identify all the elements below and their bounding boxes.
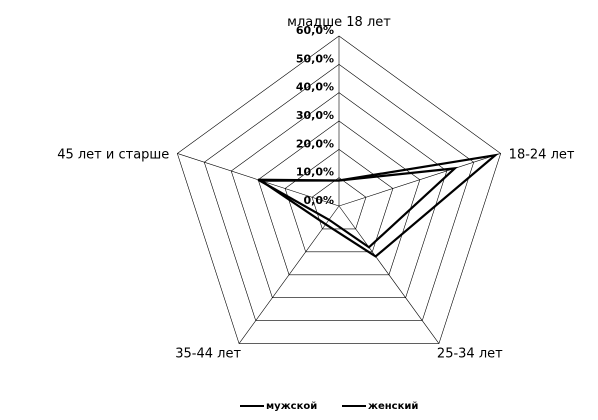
tick-label: 10,0% bbox=[296, 166, 334, 179]
tick-label: 50,0% bbox=[296, 52, 334, 65]
category-label: 18-24 лет bbox=[509, 147, 575, 162]
axis-spoke bbox=[338, 153, 501, 207]
category-labels: младше 18 лет 18-24 лет 25-34 лет 35-44 лет… bbox=[57, 15, 575, 362]
category-label: 35-44 лет bbox=[175, 347, 241, 362]
category-label: 45 лет и старше bbox=[57, 147, 169, 162]
axis-spoke bbox=[338, 205, 440, 344]
grid-ring bbox=[284, 148, 394, 253]
grid-ring bbox=[311, 177, 367, 230]
axis-spoke bbox=[238, 205, 340, 344]
tick-label: 0,0% bbox=[303, 194, 334, 207]
legend-label: женский bbox=[368, 401, 418, 412]
tick-label: 40,0% bbox=[296, 81, 334, 94]
grid-ring bbox=[230, 92, 448, 298]
radar-series bbox=[257, 153, 500, 258]
category-label: младше 18 лет bbox=[287, 15, 391, 30]
tick-label: 30,0% bbox=[296, 109, 334, 122]
radial-tick-labels: 0,0% 10,0% 20,0% 30,0% 40,0% 50,0% 60,0% bbox=[296, 24, 334, 207]
series-line-1 bbox=[257, 166, 459, 249]
grid-ring bbox=[203, 63, 475, 321]
legend: мужской женский bbox=[240, 401, 418, 412]
tick-label: 60,0% bbox=[296, 24, 334, 37]
category-label: 25-34 лет bbox=[437, 347, 503, 362]
grid-ring bbox=[176, 35, 502, 344]
radar-spokes bbox=[177, 36, 501, 344]
legend-label: мужской bbox=[266, 401, 317, 412]
tick-label: 20,0% bbox=[296, 137, 334, 150]
